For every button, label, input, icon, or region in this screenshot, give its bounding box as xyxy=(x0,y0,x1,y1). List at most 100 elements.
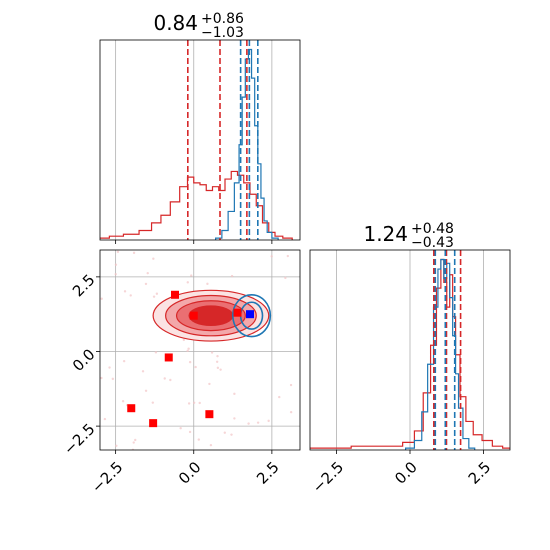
sample-dot xyxy=(286,254,290,258)
axes-frame xyxy=(99,39,301,241)
histograms xyxy=(310,258,510,450)
title-1: 0.84 xyxy=(153,11,198,35)
sample-dot xyxy=(284,276,287,280)
sample-dot xyxy=(134,438,137,442)
sample-dot xyxy=(129,294,132,297)
red-marker xyxy=(127,404,136,413)
sample-dot xyxy=(188,430,192,434)
sample-dot xyxy=(267,419,270,423)
marginal-panel-1: 0.84 +0.86 −1.03 xyxy=(99,11,301,244)
sample-dot xyxy=(187,347,190,350)
marginal-panel-2: −2.5 0.0 2.5 1.24 +0.48 −0.43 xyxy=(309,221,511,497)
sample-dot xyxy=(151,401,155,404)
sample-dot xyxy=(186,349,189,353)
red-marker xyxy=(149,419,158,428)
sample-dot xyxy=(152,295,156,298)
sample-dot xyxy=(192,401,196,404)
sample-dot xyxy=(103,417,107,421)
title-2-minus: −0.43 xyxy=(411,235,454,251)
sample-dot xyxy=(194,365,197,369)
y-tick-label: 0.0 xyxy=(69,345,99,375)
sample-dot xyxy=(108,366,111,369)
x-tick-label: −2.5 xyxy=(88,458,126,496)
markers xyxy=(127,290,254,428)
blue-marker xyxy=(246,310,254,319)
joint-panel: −2.5 0.0 2.5 −2.5 0.0 2.5 xyxy=(60,249,301,497)
sample-dot xyxy=(144,282,148,286)
title-1-minus: −1.03 xyxy=(201,25,244,41)
sample-dot xyxy=(210,351,214,354)
sample-dot xyxy=(132,251,136,255)
sample-dot xyxy=(182,338,186,342)
sample-dot xyxy=(114,273,117,276)
sample-dot xyxy=(123,290,127,293)
sample-dot xyxy=(198,401,201,405)
sample-dot xyxy=(188,360,192,364)
sample-dot xyxy=(114,263,118,266)
histograms xyxy=(100,48,293,240)
blue-contour xyxy=(232,293,272,338)
quantile-lines xyxy=(433,250,462,450)
sample-dot xyxy=(154,351,158,354)
sample-dot xyxy=(278,395,281,399)
x-tick-label: 2.5 xyxy=(465,458,495,488)
sample-dot xyxy=(121,400,125,403)
sample-dot xyxy=(206,282,209,286)
sample-dot xyxy=(230,433,233,436)
axes-frame xyxy=(99,249,301,451)
grid-lines xyxy=(336,250,484,450)
sample-dot xyxy=(289,410,293,414)
sample-dot xyxy=(209,443,213,447)
y-tick-label: −2.5 xyxy=(60,420,98,458)
title-2-plus: +0.48 xyxy=(411,221,454,237)
sample-dot xyxy=(100,297,103,300)
grid-lines xyxy=(100,250,300,450)
red-marker xyxy=(171,290,179,299)
quantile-lines xyxy=(187,40,259,240)
sample-dot xyxy=(163,377,166,380)
sample-dot xyxy=(215,360,219,363)
sample-dot xyxy=(152,257,155,260)
contours xyxy=(152,289,272,342)
sample-dot xyxy=(190,274,193,277)
sample-dot xyxy=(111,377,115,381)
sample-dot xyxy=(186,281,189,284)
x-tick-label: 0.0 xyxy=(175,458,205,488)
sample-dot xyxy=(223,431,227,434)
x-tick-label: −2.5 xyxy=(309,458,347,496)
sample-dot xyxy=(270,255,273,258)
sample-dot xyxy=(208,382,211,386)
sample-dot xyxy=(141,370,145,373)
sample-dot xyxy=(247,422,250,425)
sample-dot xyxy=(132,441,135,444)
sample-dot xyxy=(216,354,219,358)
background-samples xyxy=(100,250,293,450)
sample-dot xyxy=(216,366,220,370)
title-1-plus: +0.86 xyxy=(201,11,244,27)
histogram-red xyxy=(310,258,510,449)
sample-dot xyxy=(256,421,260,424)
x-tick-label: 2.5 xyxy=(253,458,283,488)
sample-dot xyxy=(197,438,201,441)
x-tick-label: 0.0 xyxy=(391,458,421,488)
red-marker xyxy=(164,353,173,362)
red-marker xyxy=(205,410,214,419)
sample-dot xyxy=(289,383,293,387)
red-marker xyxy=(189,311,198,320)
red-marker xyxy=(233,308,242,317)
y-tick-label: 2.5 xyxy=(69,271,99,301)
x-ticks xyxy=(115,240,273,244)
sample-dot xyxy=(233,417,236,420)
sample-dot xyxy=(230,274,234,278)
sample-dot xyxy=(155,292,159,295)
grid-lines xyxy=(115,40,273,240)
title-2: 1.24 xyxy=(363,222,408,246)
sample-dot xyxy=(116,250,120,254)
x-ticks: −2.5 0.0 2.5 xyxy=(309,450,495,497)
sample-dot xyxy=(219,368,222,371)
histogram-red xyxy=(100,170,293,240)
sample-dot xyxy=(187,402,191,405)
sample-dot xyxy=(233,392,236,396)
sample-dot xyxy=(144,389,148,392)
